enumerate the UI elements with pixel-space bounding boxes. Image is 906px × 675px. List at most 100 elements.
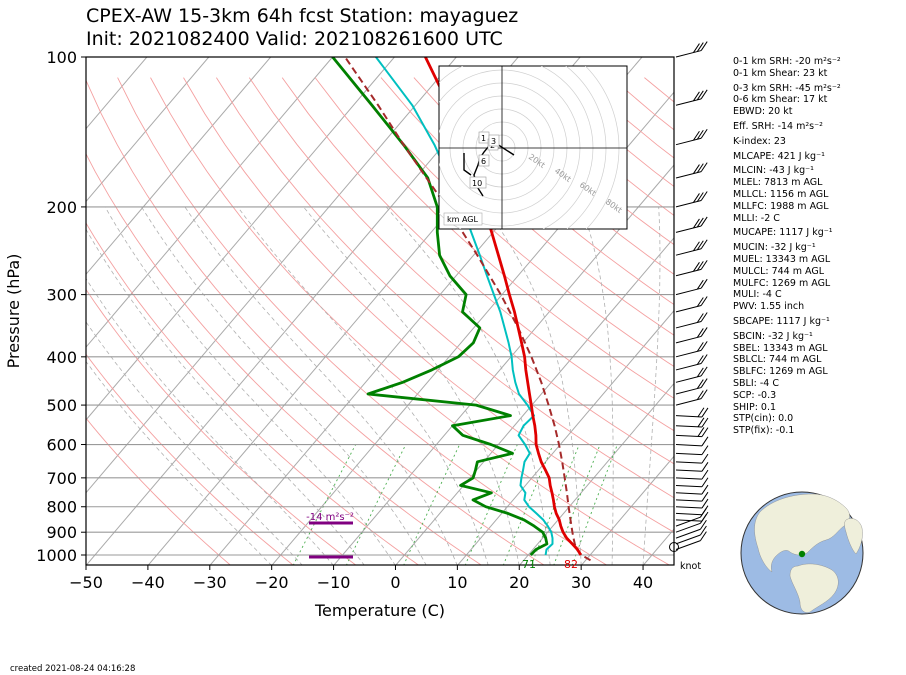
stat-line: MLCIN: -43 J kg⁻¹ [733, 165, 814, 177]
dry-adiabat-line [248, 77, 674, 465]
mixing-ratio-line [403, 444, 461, 565]
hodograph-axis-label: km AGL [443, 212, 483, 226]
dry-adiabat-line [281, 77, 674, 432]
profile-lines [331, 57, 592, 562]
stat-line: Eff. SRH: -14 m²s⁻² [733, 120, 823, 132]
dry-adiabat-line [446, 77, 674, 275]
svg-text:6: 6 [481, 157, 486, 166]
moist-adiabat-line [86, 360, 272, 565]
wind-barb [675, 417, 709, 428]
station-marker [798, 550, 806, 558]
wind-barb [675, 239, 708, 256]
moist-adiabat-line [86, 228, 365, 565]
stat-line: MUCIN: -32 J kg⁻¹ [733, 242, 816, 254]
srh-bar-label: -14 m²s⁻² [306, 512, 354, 523]
dry-adiabat-line [86, 353, 294, 565]
wind-barb [675, 445, 709, 456]
stat-line: 0-6 km Shear: 17 kt [733, 94, 828, 106]
wind-barb [675, 378, 708, 395]
stat-line: 0-1 km Shear: 23 kt [733, 67, 828, 79]
wind-barb [675, 514, 707, 533]
greenland-landmass [844, 518, 863, 555]
y-tick-label: 200 [46, 198, 77, 217]
stat-line: SBLFC: 1269 m AGL [733, 366, 828, 378]
x-tick-label: −20 [255, 573, 289, 592]
x-tick-label: −40 [131, 573, 165, 592]
wind-barb [675, 484, 709, 495]
isobars [86, 57, 674, 556]
surface-dewpoint-label: 71 [522, 558, 536, 571]
stat-line: SBCAPE: 1117 J kg⁻¹ [733, 315, 830, 327]
wind-barb [675, 89, 708, 106]
x-tick-label: 30 [571, 573, 591, 592]
stat-line: SHIP: 0.1 [733, 401, 777, 413]
moist-adiabat-line [385, 206, 551, 565]
stat-line: MLLFC: 1988 m AGL [733, 200, 829, 212]
stat-line: MLLCL: 1156 m AGL [733, 188, 829, 200]
wind-barb [675, 41, 708, 58]
wind-barb [675, 327, 708, 344]
y-tick-label: 900 [46, 523, 77, 542]
isotherm-line [271, 91, 674, 565]
isotherm-line [86, 57, 395, 421]
wind-barb [675, 477, 709, 488]
hodograph-height-label: 6 [478, 154, 490, 167]
wind-barb [675, 525, 707, 545]
dry-adiabat-line [86, 288, 357, 565]
isotherm-line [86, 57, 333, 348]
mixing-ratio-line [345, 444, 407, 565]
moist-adiabat-line [581, 206, 614, 565]
stat-line: SBCIN: -32 J kg⁻¹ [733, 330, 813, 342]
wind-barb [675, 407, 709, 418]
stability-indices-panel: 0-1 km SRH: -20 m²s⁻² 0-1 km Shear: 23 kt… [733, 56, 841, 437]
y-tick-label: 600 [46, 436, 77, 455]
hodograph-height-label: 10 [469, 176, 487, 189]
stat-line: MUCAPE: 1117 J kg⁻¹ [733, 227, 833, 239]
wind-barbs [669, 41, 709, 552]
wind-barb [675, 505, 709, 516]
stat-line: SBLI: -4 C [733, 377, 779, 389]
wind-barb [675, 453, 709, 464]
wind-barb [669, 542, 679, 552]
stat-line: MLCAPE: 421 J kg⁻¹ [733, 150, 825, 162]
y-tick-label: 700 [46, 469, 77, 488]
temperature-profile-line [424, 57, 583, 556]
moist-adiabat-line [673, 561, 674, 565]
stat-line: 0-1 km SRH: -20 m²s⁻² [733, 56, 841, 67]
created-timestamp: created 2021-08-24 04:16:28 [10, 664, 136, 674]
wind-barb [675, 341, 708, 358]
stat-line: STP(fix): -0.1 [733, 425, 795, 437]
y-tick-label: 800 [46, 498, 77, 517]
stat-line: MLEL: 7813 m AGL [733, 177, 823, 189]
south-america-landmass [789, 563, 839, 613]
hodograph-height-label: 1 [478, 131, 490, 144]
wind-barb [675, 216, 708, 233]
x-tick-label: −50 [69, 573, 103, 592]
x-tick-label: 40 [633, 573, 653, 592]
stat-line: SCP: -0.3 [733, 389, 777, 401]
stat-line: SBLCL: 744 m AGL [733, 354, 822, 366]
stat-line: K-index: 23 [733, 135, 786, 147]
x-tick-label: −10 [317, 573, 351, 592]
dry-adiabat-line [86, 152, 482, 565]
mixing-ratio-line [531, 444, 580, 565]
hodograph-trace-upper [463, 153, 472, 176]
north-america-landmass [754, 493, 850, 573]
wind-barb [675, 128, 708, 146]
isotherm-line [580, 455, 674, 565]
stat-line: MUEL: 13343 m AGL [733, 253, 831, 265]
surface-temperature-label: 82 [564, 558, 578, 571]
x-tick-label: 0 [390, 573, 400, 592]
dry-adiabat-line [86, 79, 545, 565]
wind-barb [675, 531, 707, 550]
moist-adiabat-line [104, 206, 396, 565]
dry-adiabat-line [314, 77, 674, 399]
moist-adiabat-line [141, 206, 427, 565]
wind-barb [675, 469, 709, 480]
wind-barb [675, 354, 708, 371]
wind-barb [675, 491, 709, 502]
hodograph-frame [438, 65, 628, 230]
moist-adiabat-line [642, 206, 661, 565]
stat-line: MLLI: -2 C [733, 212, 780, 224]
